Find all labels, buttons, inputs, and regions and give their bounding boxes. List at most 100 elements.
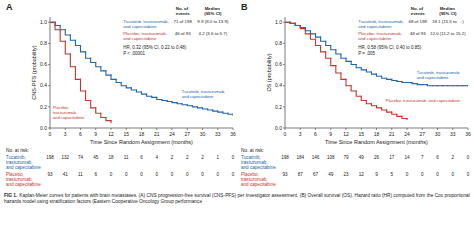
at-risk-number: 0 bbox=[140, 172, 143, 177]
y-tick-label: 0.4 bbox=[40, 82, 47, 88]
panel-title: A bbox=[6, 2, 13, 12]
km-step bbox=[387, 110, 392, 112]
km-step bbox=[65, 41, 70, 54]
x-tick bbox=[422, 128, 423, 130]
y-tick-label: 0.6 bbox=[275, 61, 282, 67]
km-step bbox=[305, 29, 310, 34]
km-step bbox=[55, 22, 60, 25]
km-step bbox=[81, 79, 86, 91]
x-tick-label: 15 bbox=[123, 131, 129, 137]
at-risk-number: 18 bbox=[108, 155, 114, 160]
at-risk-row-label: Tucatinib, trastuzumab, and capecitabine bbox=[6, 155, 41, 170]
km-step bbox=[121, 83, 126, 86]
at-risk-number: 23 bbox=[343, 172, 349, 177]
y-tick-label: 0.2 bbox=[275, 104, 282, 110]
y-tick-label: 0.8 bbox=[275, 40, 282, 46]
km-step bbox=[310, 31, 315, 34]
x-tick-label: 6 bbox=[314, 131, 317, 137]
km-step bbox=[392, 79, 397, 80]
km-step bbox=[295, 23, 300, 25]
text-line: events bbox=[176, 11, 190, 16]
x-tick-label: 0 bbox=[49, 131, 52, 137]
at-risk-number: 108 bbox=[327, 155, 335, 160]
km-step bbox=[106, 117, 111, 120]
x-tick bbox=[346, 128, 347, 130]
legend-median: 18.1 (15.5 to →) bbox=[432, 19, 464, 24]
km-step bbox=[167, 101, 172, 102]
x-tick bbox=[315, 128, 316, 130]
km-step bbox=[377, 74, 382, 76]
y-tick bbox=[48, 64, 50, 65]
text-line: and capecitabine bbox=[123, 36, 157, 41]
at-risk-number: 0 bbox=[421, 172, 424, 177]
km-step bbox=[356, 65, 361, 68]
at-risk-number: 74 bbox=[78, 155, 84, 160]
km-step bbox=[106, 71, 111, 75]
at-risk-title: No. at risk: bbox=[241, 148, 264, 153]
y-tick bbox=[283, 64, 285, 65]
annotation: HR, 0.58 (95% CI, 0.40 to 0.85) bbox=[358, 45, 422, 50]
text-line: and capecitabine bbox=[241, 165, 276, 170]
km-step bbox=[331, 46, 336, 50]
at-risk-number: 2 bbox=[451, 155, 454, 160]
at-risk-number: 41 bbox=[63, 172, 69, 177]
x-axis-label: Time Since Random Assignment (months) bbox=[90, 139, 193, 145]
km-step bbox=[182, 104, 187, 105]
km-step bbox=[96, 62, 101, 66]
legend-entry: Placebo, trastuzumab, and capecitabine bbox=[358, 31, 403, 41]
caption-text: Kaplan-Meier curves for patients with br… bbox=[4, 193, 471, 204]
at-risk-number: 0 bbox=[201, 172, 204, 177]
km-step bbox=[406, 118, 407, 119]
y-tick bbox=[48, 128, 50, 129]
km-step bbox=[361, 96, 366, 100]
at-risk-number: 2 bbox=[201, 155, 204, 160]
text-line: (95% CI) bbox=[204, 11, 222, 16]
x-tick-label: 12 bbox=[108, 131, 114, 137]
annotation: P = .005 bbox=[358, 51, 375, 56]
at-risk-number: 5 bbox=[390, 172, 393, 177]
x-tick bbox=[95, 128, 96, 130]
km-step bbox=[75, 40, 80, 45]
km-step bbox=[208, 109, 213, 110]
x-tick-label: 21 bbox=[154, 131, 160, 137]
km-step bbox=[310, 34, 315, 39]
y-tick-label: 0.2 bbox=[40, 104, 47, 110]
km-step bbox=[412, 83, 417, 84]
km-step bbox=[300, 25, 305, 27]
km-step bbox=[126, 86, 131, 88]
x-tick bbox=[391, 128, 392, 130]
x-tick-label: 27 bbox=[184, 131, 190, 137]
km-step bbox=[172, 102, 177, 103]
curves bbox=[50, 22, 233, 122]
km-step bbox=[387, 78, 392, 79]
text-line: and capecitabine bbox=[182, 94, 214, 99]
caption-label: FIG 1. bbox=[4, 193, 17, 198]
x-tick bbox=[217, 128, 218, 130]
y-tick-label: 0.6 bbox=[40, 61, 47, 67]
legend-header: No. of events bbox=[176, 6, 190, 16]
curves bbox=[285, 22, 468, 119]
km-step bbox=[427, 85, 432, 86]
x-tick bbox=[437, 128, 438, 130]
km-step bbox=[285, 22, 290, 23]
km-step bbox=[203, 108, 208, 109]
km-step bbox=[290, 22, 295, 23]
km-step bbox=[86, 52, 91, 58]
km-step bbox=[101, 113, 106, 117]
y-tick-label: 0.4 bbox=[275, 82, 282, 88]
series-curve bbox=[50, 22, 233, 115]
x-tick-label: 18 bbox=[374, 131, 380, 137]
x-tick bbox=[361, 128, 362, 130]
km-step bbox=[336, 50, 341, 54]
x-tick bbox=[407, 128, 408, 130]
x-tick-label: 0 bbox=[284, 131, 287, 137]
km-step bbox=[417, 84, 422, 85]
km-step bbox=[341, 54, 346, 58]
km-step bbox=[116, 79, 121, 82]
km-step bbox=[326, 52, 331, 58]
km-step bbox=[295, 23, 300, 25]
km-step bbox=[187, 105, 192, 106]
km-step bbox=[50, 22, 55, 23]
km-step bbox=[131, 88, 136, 90]
km-step bbox=[285, 22, 290, 23]
